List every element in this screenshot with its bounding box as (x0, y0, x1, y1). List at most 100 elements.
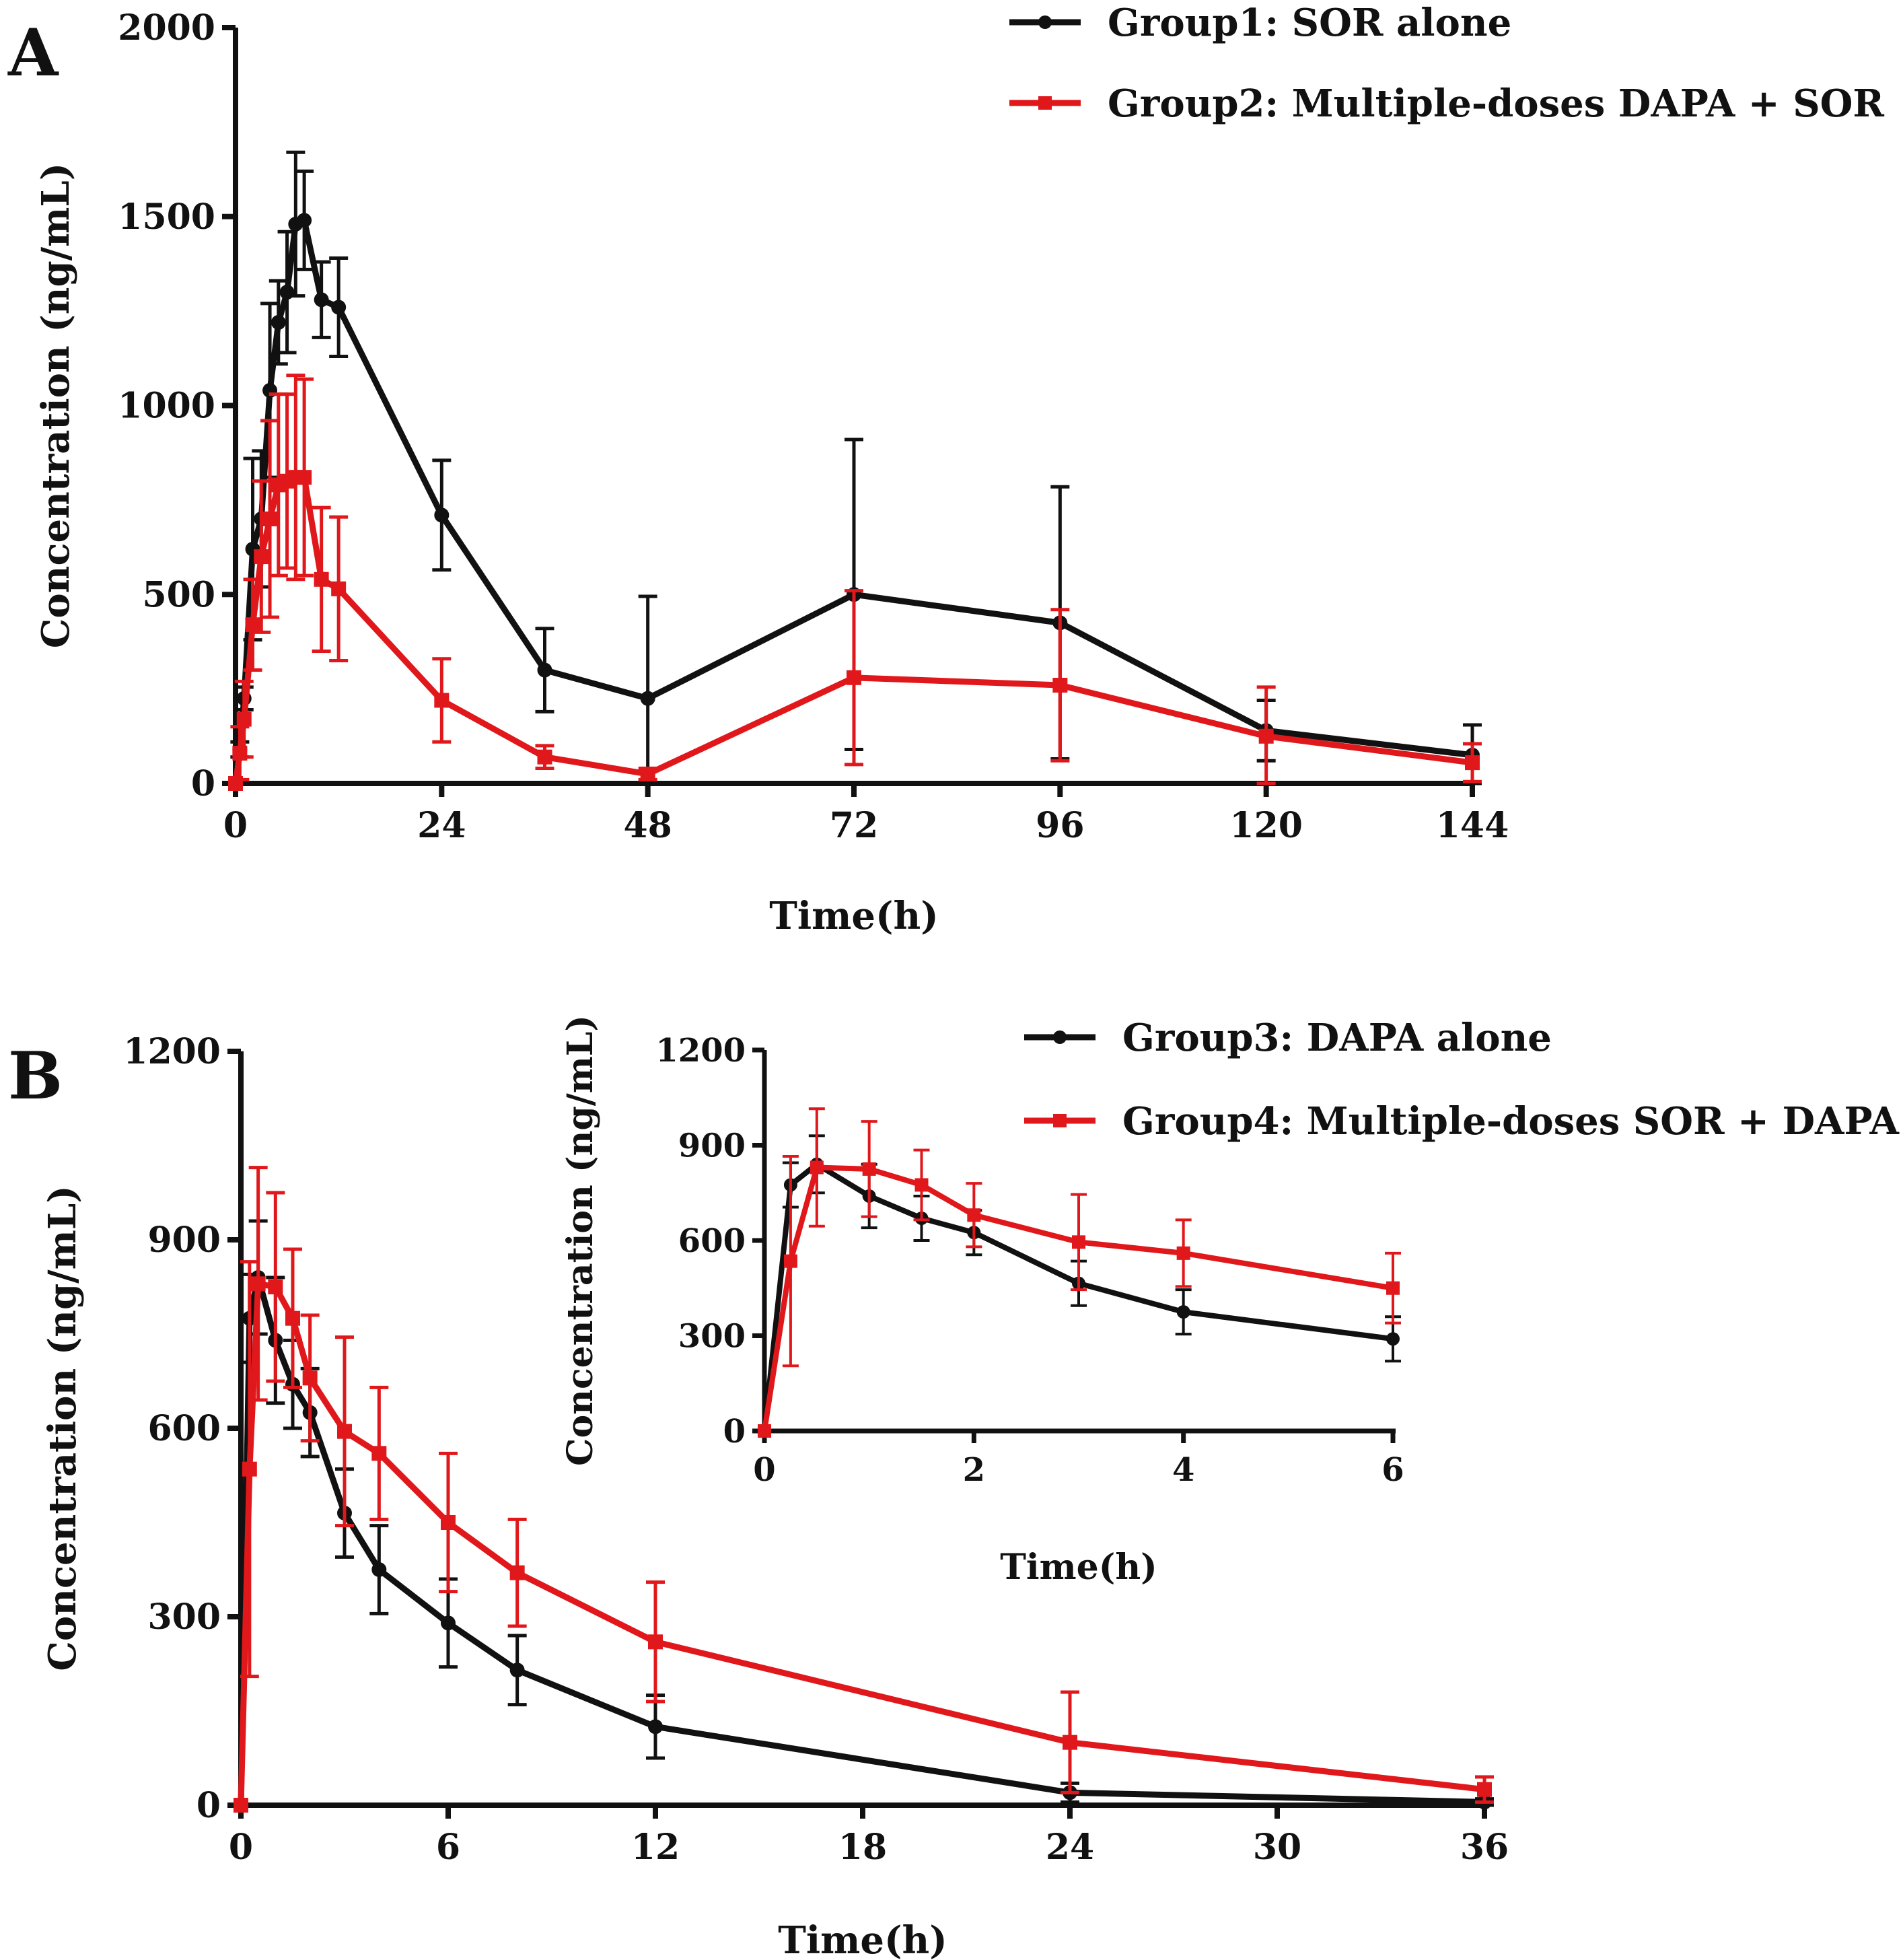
data-point (1063, 1735, 1077, 1750)
data-point (245, 617, 260, 633)
data-point (254, 549, 269, 565)
data-point (314, 571, 329, 587)
data-point (1465, 755, 1480, 771)
data-point (441, 1515, 456, 1530)
y-axis-label: Concentration (ng/mL) (34, 163, 78, 648)
data-point (509, 1565, 525, 1580)
y-tick-label: 1200 (123, 1031, 221, 1072)
x-tick-label: 72 (830, 805, 878, 846)
data-point (271, 314, 286, 330)
data-point (847, 670, 861, 685)
data-point (234, 1798, 248, 1813)
x-tick-label: 4 (1172, 1451, 1194, 1489)
x-axis-label: Time(h) (769, 894, 939, 938)
x-tick-label: 48 (623, 805, 672, 846)
data-point (914, 1178, 929, 1192)
series-line (238, 1274, 1485, 1806)
legend-a: Group1: SOR alone Group2: Multiple-doses … (1009, 1, 1884, 126)
legend-label: Group1: SOR alone (1108, 1, 1511, 45)
y-axis-label: Concentration (ng/mL) (40, 1185, 85, 1671)
y-axis-label: Concentration (ng/mL) (560, 1015, 601, 1466)
x-tick-label: 6 (1381, 1451, 1404, 1489)
x-tick-label: 0 (753, 1451, 775, 1489)
legend-b: Group3: DAPA alone Group4: Multiple-doses… (1024, 1016, 1900, 1144)
x-tick-label: 144 (1436, 805, 1509, 846)
data-point (648, 1719, 663, 1735)
legend-marker (1038, 96, 1052, 110)
data-point (810, 1160, 824, 1175)
legend-marker (1053, 1114, 1067, 1127)
data-point (783, 1254, 797, 1268)
x-axis-label: Time(h) (778, 1918, 947, 1960)
data-point (1176, 1246, 1190, 1260)
data-point (537, 749, 552, 765)
data-point (758, 1424, 771, 1438)
x-tick-label: 18 (838, 1827, 887, 1868)
panel-b-chart: 0 6 12 18 24 30 3603006009001200Time(h)Concent… (40, 1031, 1509, 1960)
legend-label: Group4: Multiple-doses SOR + DAPA (1122, 1099, 1900, 1144)
y-tick-label: 0 (191, 763, 215, 804)
y-tick-label: 500 (142, 574, 215, 615)
panel-a-chart: 0 24 48 72 96 120 144 0 500 1000 1500 2000 Time(h) Co… (34, 7, 1509, 938)
y-tick-label: 1500 (118, 197, 215, 238)
data-point (371, 1446, 387, 1461)
data-point (232, 746, 248, 761)
legend-marker (1053, 1030, 1067, 1044)
data-point (337, 1424, 352, 1439)
data-point (1386, 1281, 1400, 1295)
y-tick-label: 2000 (118, 7, 215, 48)
data-point (302, 1370, 318, 1386)
y-tick-label: 900 (147, 1220, 221, 1261)
data-point (236, 711, 252, 727)
legend-marker (1038, 15, 1052, 29)
x-tick-label: 36 (1460, 1827, 1509, 1868)
panel-label-b: B (8, 1038, 63, 1114)
data-point (228, 776, 243, 791)
panel-b-inset-chart: 0 2 4 6 0 300 600 900 1200 Time(h) Concentration (… (560, 1015, 1404, 1588)
x-tick-label: 30 (1253, 1827, 1301, 1868)
data-point (434, 508, 450, 523)
data-point (242, 1461, 257, 1477)
data-point (262, 511, 278, 526)
data-point (371, 1562, 387, 1577)
x-tick-label: 120 (1229, 805, 1303, 846)
data-point (1072, 1235, 1085, 1249)
data-point (331, 581, 347, 596)
data-point (279, 285, 295, 300)
y-tick-label: 600 (147, 1408, 221, 1449)
data-point (331, 300, 347, 315)
series-line (238, 1280, 1485, 1806)
data-point (862, 1162, 876, 1176)
data-point (314, 292, 329, 308)
data-point (648, 1634, 663, 1650)
legend-label: Group2: Multiple-doses DAPA + SOR (1108, 81, 1884, 126)
data-point (1052, 678, 1068, 693)
data-point (1258, 728, 1274, 744)
y-tick-label: 0 (723, 1413, 746, 1450)
data-point (967, 1208, 981, 1222)
legend-label: Group3: DAPA alone (1122, 1016, 1552, 1060)
y-tick-label: 300 (147, 1597, 221, 1638)
x-tick-label: 0 (223, 805, 248, 846)
series-0 (234, 1219, 1494, 1813)
data-point (1386, 1332, 1400, 1346)
y-tick-label: 1200 (655, 1032, 746, 1070)
panel-label-a: A (7, 15, 59, 91)
x-tick-label: 96 (1036, 805, 1084, 846)
x-tick-label: 6 (436, 1827, 460, 1868)
series-1 (234, 1166, 1494, 1813)
series-1 (228, 374, 1482, 791)
data-point (268, 1280, 283, 1294)
series-1 (758, 1107, 1401, 1438)
y-tick-label: 900 (678, 1127, 746, 1164)
data-point (1176, 1305, 1190, 1319)
x-tick-label: 2 (963, 1451, 985, 1489)
y-tick-label: 1000 (118, 386, 215, 427)
data-point (297, 470, 312, 485)
data-point (509, 1663, 525, 1678)
data-point (434, 693, 450, 708)
x-tick-label: 0 (229, 1827, 253, 1868)
x-tick-label: 24 (417, 805, 466, 846)
data-point (250, 1276, 266, 1292)
